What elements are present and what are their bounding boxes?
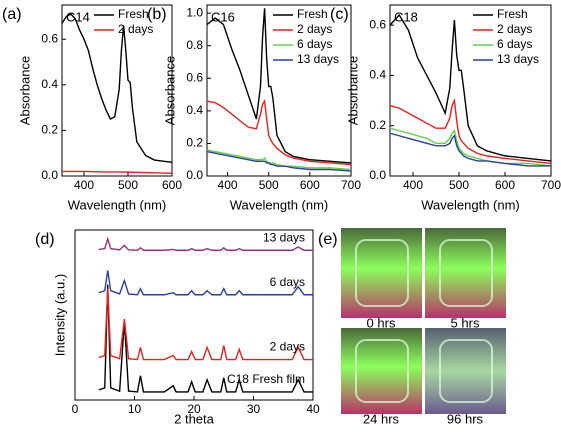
x-tick-label: 600 <box>300 178 320 192</box>
x-tick-label: 30 <box>247 402 261 416</box>
y-tick-label: 0.6 <box>369 17 386 31</box>
series-line <box>98 288 313 361</box>
x-axis-title: Wavelength (nm) <box>421 197 520 212</box>
photo-label: 24 hrs <box>363 411 400 426</box>
y-tick-label: 0.6 <box>186 70 203 84</box>
panel-label: (d) <box>35 231 55 248</box>
legend-label: 6 days <box>497 37 532 51</box>
legend-label: 2 days <box>118 22 153 36</box>
legend-label: Fresh <box>497 7 528 21</box>
y-axis-title: Absorbance <box>162 56 177 125</box>
legend-label: 2 days <box>497 22 532 36</box>
panel-label: (b) <box>147 6 167 23</box>
x-tick-label: 600 <box>495 178 515 192</box>
y-tick-label: 0.2 <box>186 136 203 150</box>
x-tick-label: 400 <box>403 178 423 192</box>
jar <box>355 239 409 307</box>
x-tick-label: 600 <box>162 178 182 192</box>
y-tick-label: 0.6 <box>41 31 58 45</box>
y-tick-label: 0.0 <box>369 168 386 182</box>
y-tick-label: 0.0 <box>41 168 58 182</box>
panel-label: (a) <box>2 6 22 23</box>
jar <box>355 339 409 403</box>
y-tick-label: 0.2 <box>369 118 386 132</box>
series-line <box>206 150 352 172</box>
x-tick-label: 500 <box>449 178 469 192</box>
panel-label: (e) <box>318 231 338 248</box>
plot-frame <box>61 4 173 177</box>
y-tick-label: 0.2 <box>41 123 58 137</box>
y-tick-label: 0.4 <box>186 103 203 117</box>
y-axis-title: Absorbance <box>17 56 32 125</box>
legend-label: 13 days <box>297 52 339 66</box>
series-line <box>389 13 552 162</box>
plot-frame <box>206 4 352 177</box>
jar <box>439 339 493 403</box>
legend-label: 6 days <box>297 37 332 51</box>
x-tick-label: 500 <box>259 178 279 192</box>
photo-label: 96 hrs <box>447 411 484 426</box>
x-tick-label: 400 <box>74 178 94 192</box>
y-tick-label: 0.4 <box>369 68 386 82</box>
plot-frame <box>389 4 552 177</box>
annotation: C16 <box>211 9 235 24</box>
legend-label: 13 days <box>497 52 539 66</box>
series-label: 6 days <box>270 275 305 289</box>
panel-label: (c) <box>330 6 349 23</box>
series-line <box>389 97 552 165</box>
legend-label: Fresh <box>118 7 149 21</box>
y-tick-label: 0.8 <box>186 38 203 52</box>
y-tick-label: 0.4 <box>41 77 58 91</box>
x-tick-label: 40 <box>306 402 320 416</box>
x-tick-label: 20 <box>187 402 201 416</box>
x-tick-label: 0 <box>72 402 79 416</box>
annotation: C14 <box>66 9 90 24</box>
x-axis-title: 2 theta <box>174 411 215 426</box>
series-label: C18 Fresh film <box>227 372 305 386</box>
series-line <box>98 270 313 296</box>
series-line <box>389 132 551 167</box>
x-axis-title: Wavelength (nm) <box>68 197 167 212</box>
series-label: 2 days <box>270 340 305 354</box>
series-line <box>206 149 352 171</box>
annotation: C18 <box>394 9 418 24</box>
photo <box>341 228 422 318</box>
series-line <box>98 236 313 251</box>
x-axis-title: Wavelength (nm) <box>230 197 329 212</box>
y-tick-label: 1.0 <box>186 5 203 19</box>
series-line <box>61 13 173 164</box>
series-line <box>206 99 352 166</box>
y-tick-label: 0.0 <box>186 168 203 182</box>
x-tick-label: 10 <box>128 402 142 416</box>
legend-label: 2 days <box>297 22 332 36</box>
series-line <box>62 170 173 174</box>
y-axis-title: Intensity (a.u.) <box>52 274 67 356</box>
series-line <box>206 8 352 164</box>
photo-label: 5 hrs <box>451 315 480 330</box>
legend-label: Fresh <box>297 7 328 21</box>
photo-label: 0 hrs <box>367 315 396 330</box>
jar <box>439 239 493 307</box>
x-tick-label: 500 <box>118 178 138 192</box>
series-label: 13 days <box>263 230 305 244</box>
x-tick-label: 400 <box>218 178 238 192</box>
y-axis-title: Absorbance <box>345 56 360 125</box>
photo <box>425 228 506 318</box>
x-tick-label: 700 <box>341 178 361 192</box>
x-tick-label: 700 <box>541 178 561 192</box>
photos <box>341 228 506 414</box>
